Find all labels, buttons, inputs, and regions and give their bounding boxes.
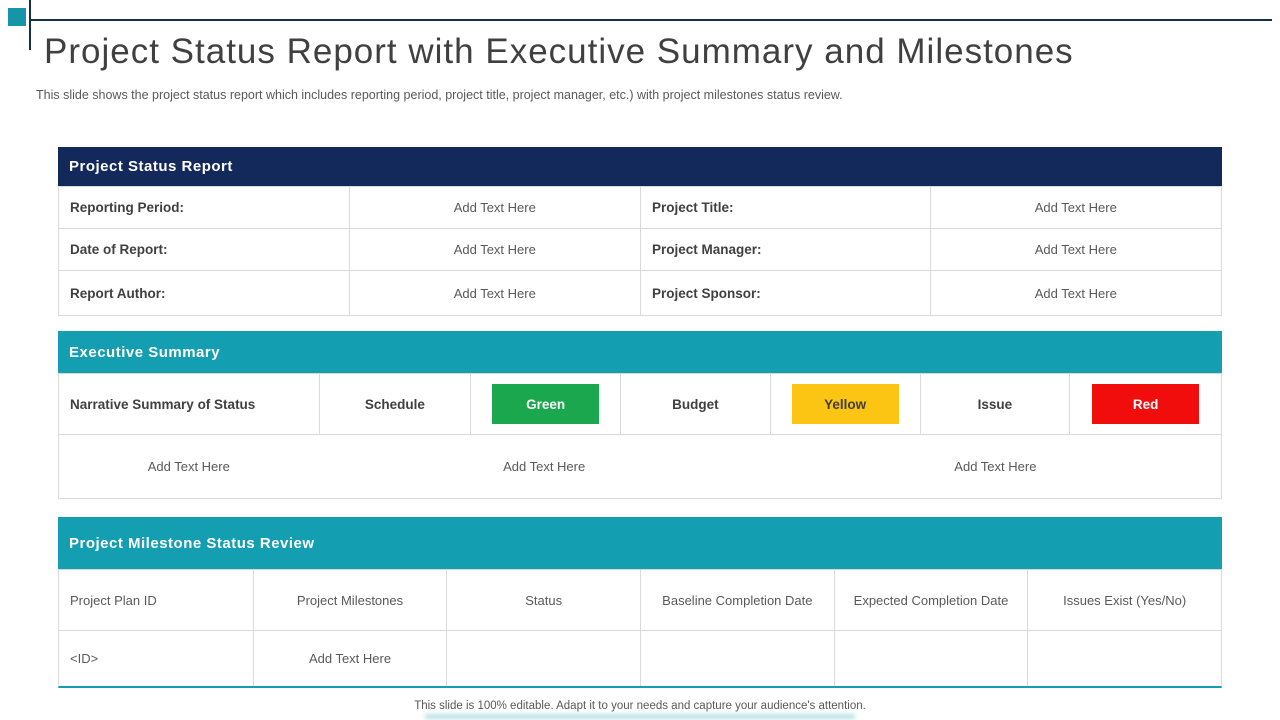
empty-cell[interactable] [446, 631, 640, 686]
status-cell: Red [1069, 374, 1221, 434]
table-title: Project Milestone Status Review [58, 517, 1222, 569]
text-placeholder[interactable]: Add Text Here [348, 271, 640, 315]
empty-cell[interactable] [640, 631, 834, 686]
status-badge-green[interactable]: Green [492, 384, 600, 424]
field-label: Report Author: [70, 285, 166, 301]
vertical-rule [29, 0, 31, 50]
status-cell: Green [470, 374, 620, 434]
status-cell: Yellow [769, 374, 920, 434]
column-header: Issues Exist (Yes/No) [1027, 570, 1221, 630]
status-badge-yellow[interactable]: Yellow [791, 384, 899, 424]
footer-reflection [425, 714, 855, 719]
metric-label-schedule: Schedule [318, 374, 471, 434]
text-placeholder[interactable]: Add Text Here [929, 271, 1221, 315]
accent-square-icon [8, 8, 26, 26]
column-header: Status [446, 570, 640, 630]
text-placeholder[interactable]: Add Text Here [929, 187, 1221, 228]
text-placeholder[interactable]: Add Text Here [954, 459, 1037, 474]
horizontal-rule [30, 19, 1272, 21]
footer-note: This slide is 100% editable. Adapt it to… [414, 700, 866, 712]
table-row: Add Text Here Add Text Here Add Text Her… [59, 435, 1221, 498]
text-placeholder[interactable]: Add Text Here [929, 229, 1221, 270]
metric-label-issue: Issue [919, 374, 1070, 434]
slide-subtitle: This slide shows the project status repo… [36, 88, 843, 102]
text-placeholder[interactable]: Add Text Here [348, 229, 640, 270]
field-label: Project Sponsor: [640, 271, 930, 315]
table-row: Narrative Summary of Status Schedule Gre… [59, 374, 1221, 435]
field-label: Date of Report: [70, 242, 168, 257]
status-badge-red[interactable]: Red [1092, 384, 1200, 424]
narrative-summary-label: Narrative Summary of Status [70, 396, 256, 412]
table-title: Executive Summary [58, 331, 1222, 373]
column-header: Project Milestones [252, 570, 447, 630]
column-header: Expected Completion Date [833, 570, 1028, 630]
column-header: Baseline Completion Date [640, 570, 834, 630]
empty-cell[interactable] [833, 631, 1028, 686]
table-row: Date of Report: Add Text Here Project Ma… [59, 229, 1221, 271]
project-status-report-table: Project Status Report Reporting Period: … [58, 147, 1222, 316]
plan-id-placeholder[interactable]: <ID> [70, 651, 99, 666]
text-placeholder[interactable]: Add Text Here [348, 187, 640, 228]
metric-label-budget: Budget [620, 374, 770, 434]
field-label: Project Title: [640, 187, 930, 228]
table-title: Project Status Report [58, 147, 1222, 186]
text-placeholder[interactable]: Add Text Here [147, 459, 230, 474]
table-row: Reporting Period: Add Text Here Project … [59, 187, 1221, 229]
table-row: Report Author: Add Text Here Project Spo… [59, 271, 1221, 315]
page-title: Project Status Report with Executive Sum… [44, 32, 1074, 71]
text-placeholder[interactable]: Add Text Here [252, 631, 447, 686]
text-placeholder[interactable]: Add Text Here [503, 459, 586, 474]
executive-summary-table: Executive Summary Narrative Summary of S… [58, 331, 1222, 499]
table-header-row: Project Plan ID Project Milestones Statu… [59, 570, 1221, 631]
column-header: Project Plan ID [70, 592, 157, 608]
field-label: Project Manager: [640, 229, 930, 270]
table-row: <ID> Add Text Here [59, 631, 1221, 686]
empty-cell[interactable] [1027, 631, 1221, 686]
milestone-status-table: Project Milestone Status Review Project … [58, 517, 1222, 688]
field-label: Reporting Period: [70, 200, 184, 215]
